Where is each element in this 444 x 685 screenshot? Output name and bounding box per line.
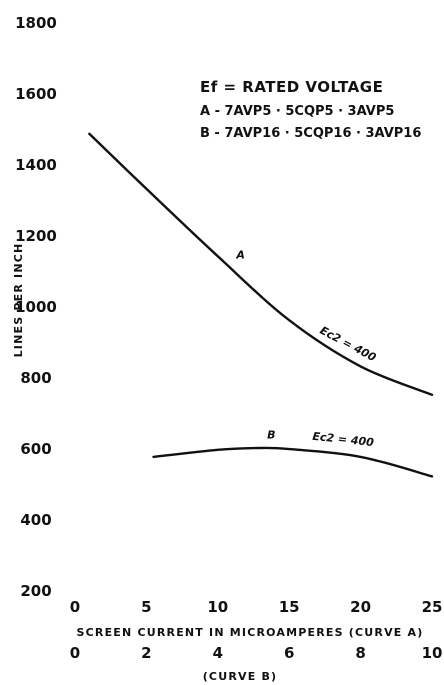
series-line-b bbox=[152, 446, 434, 478]
y-axis-ticks: 200 400 600 800 1000 1200 1400 1600 1800 bbox=[15, 14, 57, 600]
y-tick-label: 1200 bbox=[15, 227, 57, 245]
x-tick-label-b: 4 bbox=[213, 644, 223, 662]
y-tick-label: 1000 bbox=[15, 298, 57, 316]
y-axis-label: LINES PER INCH bbox=[12, 243, 25, 358]
series-line-a bbox=[88, 132, 434, 396]
x-tick-label-a: 15 bbox=[279, 598, 300, 616]
legend-title: Ef = RATED VOLTAGE bbox=[200, 78, 383, 96]
x-tick-label-b: 10 bbox=[422, 644, 443, 662]
legend-entry-a: A - 7AVP5 · 5CQP5 · 3AVP5 bbox=[200, 104, 394, 119]
x-tick-label-a: 20 bbox=[350, 598, 371, 616]
y-tick-label: 800 bbox=[20, 369, 51, 387]
x-axis-b-label: (CURVE B) bbox=[203, 670, 278, 683]
y-tick-label: 1400 bbox=[15, 156, 57, 174]
x-tick-label-b: 8 bbox=[355, 644, 365, 662]
y-tick-label: 1600 bbox=[15, 85, 57, 103]
x-tick-label-b: 6 bbox=[284, 644, 294, 662]
y-tick-label: 600 bbox=[20, 440, 51, 458]
x-tick-label-a: 0 bbox=[70, 598, 80, 616]
legend: Ef = RATED VOLTAGE A - 7AVP5 · 5CQP5 · 3… bbox=[200, 78, 421, 141]
y-tick-label: 400 bbox=[20, 511, 51, 529]
x-tick-label-a: 25 bbox=[422, 598, 443, 616]
x-axis-a-ticks: 0 5 10 15 20 25 bbox=[70, 598, 443, 616]
series-name-label-b: B bbox=[267, 428, 275, 441]
x-tick-label-a: 5 bbox=[141, 598, 151, 616]
series-annotation-b: Ec2 = 400 bbox=[312, 430, 375, 449]
x-axis-b-ticks: 0 2 4 6 8 10 bbox=[70, 644, 443, 662]
x-tick-label-b: 0 bbox=[70, 644, 80, 662]
y-tick-label: 1800 bbox=[15, 14, 57, 32]
y-tick-label: 200 bbox=[20, 582, 51, 600]
x-tick-label-b: 2 bbox=[141, 644, 151, 662]
x-tick-label-a: 10 bbox=[207, 598, 228, 616]
legend-entry-b: B - 7AVP16 · 5CQP16 · 3AVP16 bbox=[200, 126, 421, 141]
x-axis-a-label: SCREEN CURRENT IN MICROAMPERES (CURVE A) bbox=[77, 626, 424, 639]
series-name-label-a: A bbox=[235, 249, 245, 262]
